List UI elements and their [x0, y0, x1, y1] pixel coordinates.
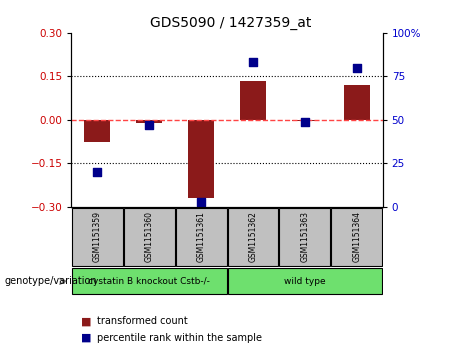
Bar — [331, 208, 382, 266]
Point — [249, 60, 257, 65]
Bar — [136, 120, 162, 123]
Bar — [228, 268, 382, 294]
Text: ■: ■ — [81, 316, 91, 326]
Text: GSM1151363: GSM1151363 — [300, 211, 309, 262]
Bar — [72, 268, 226, 294]
Point — [197, 199, 205, 205]
Text: cystatin B knockout Cstb-/-: cystatin B knockout Cstb-/- — [89, 277, 210, 286]
Text: GSM1151360: GSM1151360 — [145, 211, 154, 262]
Text: GSM1151359: GSM1151359 — [93, 211, 102, 262]
Bar — [240, 81, 266, 120]
Bar — [279, 208, 330, 266]
Text: GSM1151361: GSM1151361 — [196, 211, 206, 262]
Bar — [292, 120, 318, 121]
Text: GSM1151362: GSM1151362 — [248, 211, 258, 262]
Bar — [344, 85, 370, 120]
Text: GSM1151364: GSM1151364 — [352, 211, 361, 262]
Text: transformed count: transformed count — [97, 316, 188, 326]
Text: wild type: wild type — [284, 277, 325, 286]
Text: GDS5090 / 1427359_at: GDS5090 / 1427359_at — [150, 16, 311, 30]
Point — [146, 122, 153, 128]
Bar — [188, 120, 214, 198]
Text: percentile rank within the sample: percentile rank within the sample — [97, 333, 262, 343]
Bar — [124, 208, 175, 266]
Bar — [84, 120, 110, 142]
Bar — [72, 208, 123, 266]
Bar — [228, 208, 278, 266]
Bar — [176, 208, 226, 266]
Text: genotype/variation: genotype/variation — [5, 276, 97, 286]
Point — [94, 169, 101, 175]
Point — [301, 119, 308, 125]
Point — [353, 65, 361, 70]
Text: ■: ■ — [81, 333, 91, 343]
